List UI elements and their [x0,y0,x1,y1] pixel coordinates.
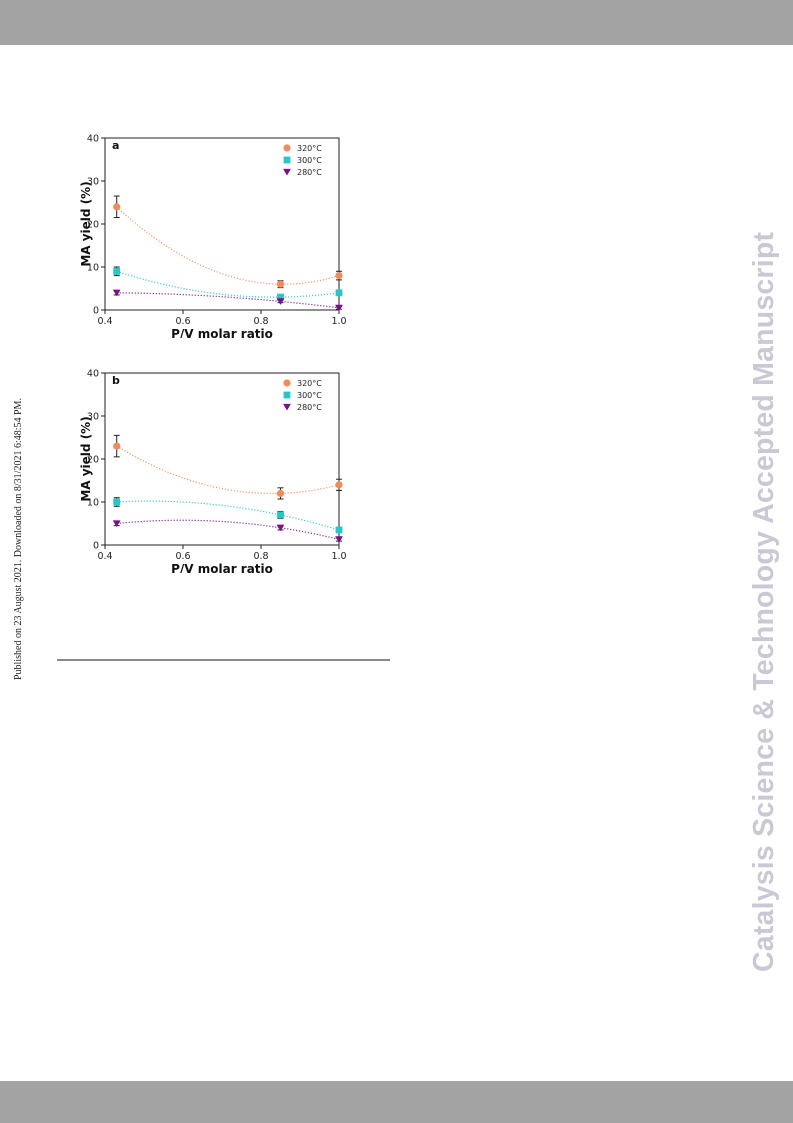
chart-panel-b: 0.4 0.6 0.8 1.0 0 10 20 30 40 P/V molar ratio MA y… [79,369,347,574]
y-axis-label: MA yield (%) [79,181,93,266]
data-point [335,526,343,534]
y-tick-label: 40 [87,369,99,380]
y-tick-label: 10 [87,498,99,509]
x-tick-label: 1.0 [331,316,346,327]
data-point [335,272,343,280]
data-point [276,280,285,288]
legend-label: 320°C [297,144,322,153]
journal-watermark: Catalysis Science & Technology Accepted … [748,150,788,972]
publication-note: Published on 23 August 2021. Downloaded … [13,380,25,680]
x-axis-label: P/V molar ratio [171,327,273,338]
legend-label: 280°C [297,403,322,412]
panel-label: a [112,139,119,152]
legend-label: 320°C [297,379,322,388]
data-point [335,536,343,543]
legend-marker [283,156,291,164]
x-tick-label: 0.8 [253,316,268,327]
data-point [335,289,343,297]
y-tick-label: 40 [87,134,99,145]
data-point [276,524,285,532]
legend-marker [283,144,291,152]
x-tick-label: 0.8 [253,551,268,562]
footer-bar [0,1081,793,1123]
x-tick-label: 1.0 [331,551,346,562]
y-tick-label: 0 [93,306,99,317]
y-tick-label: 0 [93,541,99,552]
data-point [113,267,121,275]
data-point [276,489,285,497]
legend-label: 300°C [297,156,322,165]
section-divider [57,659,390,661]
legend-label: 280°C [297,168,322,177]
chart-panel-a: 0.4 0.6 0.8 1.0 0 10 20 30 40 P/V molar ratio MA y… [79,134,347,339]
data-point [112,289,121,297]
x-tick-label: 0.6 [175,316,190,327]
legend-marker [283,168,291,176]
y-tick-label: 30 [87,412,99,423]
header-bar [0,0,793,45]
y-axis-label: MA yield (%) [79,416,93,501]
publication-note-text: Published on 23 August 2021. Downloaded … [13,398,24,680]
data-point [113,498,121,506]
fit-curve [116,445,340,495]
x-tick-label: 0.4 [97,551,112,562]
x-tick-label: 0.4 [97,316,112,327]
y-tick-label: 20 [87,220,99,231]
data-point [335,304,343,312]
data-point [112,520,121,528]
x-axis-label: P/V molar ratio [171,562,273,573]
y-tick-label: 30 [87,177,99,188]
y-tick-label: 20 [87,455,99,466]
fit-curve [116,206,340,285]
data-point [335,481,343,489]
panel-label: b [112,374,120,387]
legend-label: 300°C [297,391,322,400]
y-tick-label: 10 [87,263,99,274]
legend-marker [283,403,291,411]
legend-marker [283,391,291,399]
data-point [277,293,284,301]
x-tick-label: 0.6 [175,551,190,562]
fit-curve [116,519,340,540]
fit-curve [116,292,340,309]
data-point [113,442,121,450]
data-point [276,298,285,305]
data-point [277,511,284,519]
journal-watermark-text: Catalysis Science & Technology Accepted … [748,231,780,972]
fit-curve [116,500,340,531]
legend-marker [283,379,291,387]
data-point [113,203,121,211]
